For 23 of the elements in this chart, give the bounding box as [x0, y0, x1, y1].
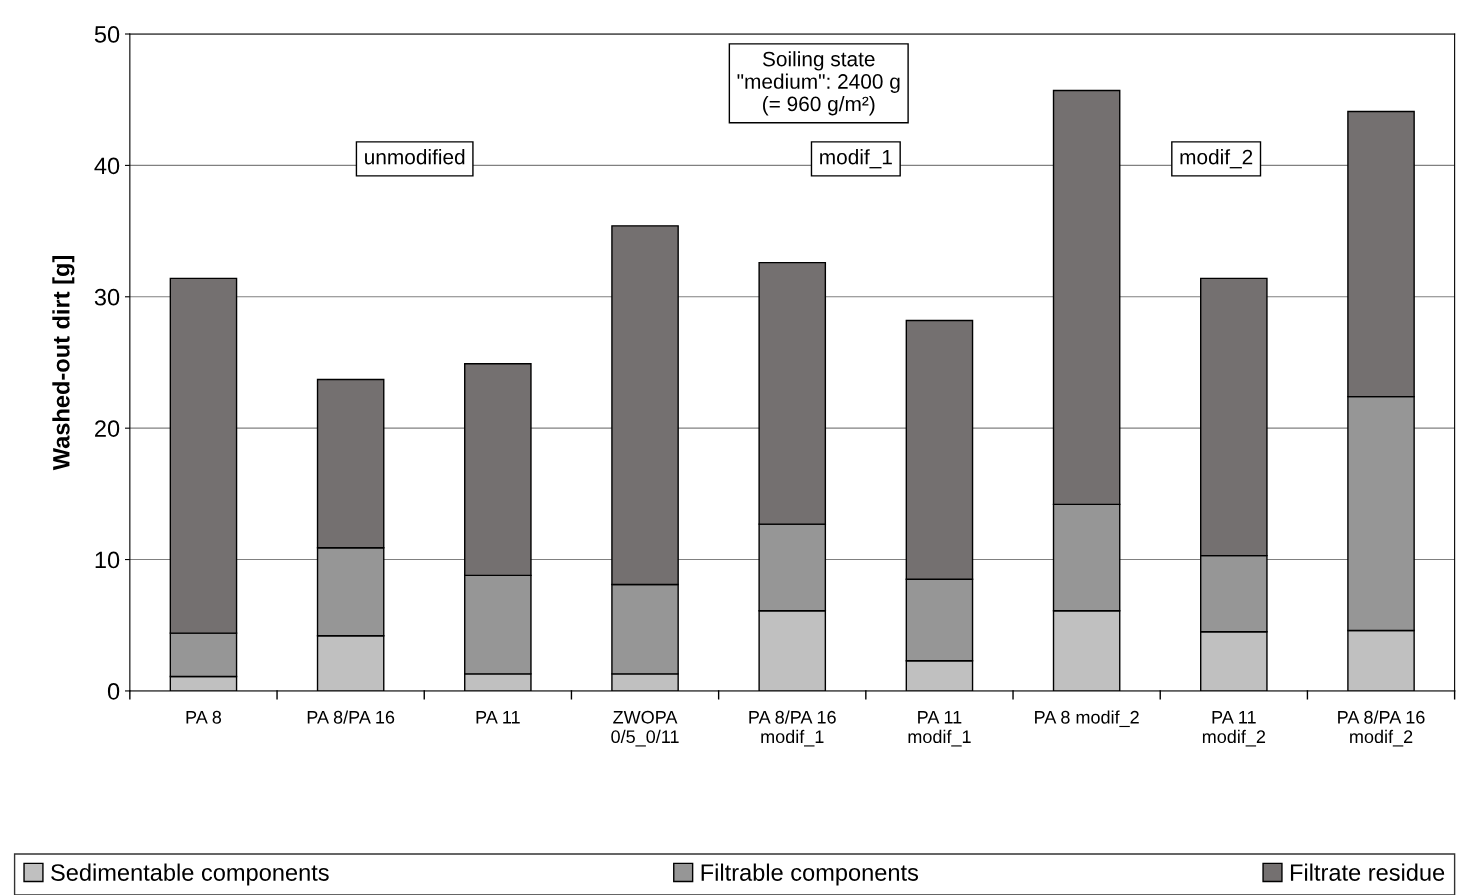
- x-tick-label: ZWOPA 0/5_0/11: [611, 710, 679, 747]
- legend-label: Filtrate residue: [1290, 863, 1445, 881]
- x-tick-label: PA 8: [186, 710, 222, 724]
- y-tick-label: 50: [94, 26, 120, 43]
- y-tick-label: 20: [95, 420, 120, 437]
- annotation: Soiling state "medium": 2400 g (= 960 g/m²): [737, 51, 900, 116]
- legend-label: Filtrable components: [701, 863, 919, 886]
- x-tick-label: PA 8/PA 16 modif_2: [1338, 710, 1425, 747]
- y-axis-title: Washed-out dirt [g]: [52, 256, 75, 471]
- legend-label: Sedimentable components: [51, 863, 329, 886]
- annotation: modif_1: [820, 149, 892, 169]
- x-tick-label: PA 8/PA 16 modif_1: [749, 710, 836, 747]
- annotation: unmodified: [365, 149, 465, 165]
- x-tick-label: PA 8/PA 16: [307, 710, 395, 724]
- y-tick-label: 10: [95, 551, 120, 569]
- x-tick-label: PA 11 modif_1: [908, 711, 971, 747]
- y-tick-label: 30: [94, 288, 120, 306]
- annotation: modif_2: [1180, 149, 1253, 169]
- x-tick-label: PA 8 modif_2: [1035, 710, 1139, 728]
- y-tick-label: 40: [94, 157, 120, 175]
- x-tick-label: PA 11 modif_2: [1202, 711, 1266, 747]
- y-tick-label: 0: [107, 683, 120, 700]
- x-tick-label: PA 11: [476, 711, 520, 724]
